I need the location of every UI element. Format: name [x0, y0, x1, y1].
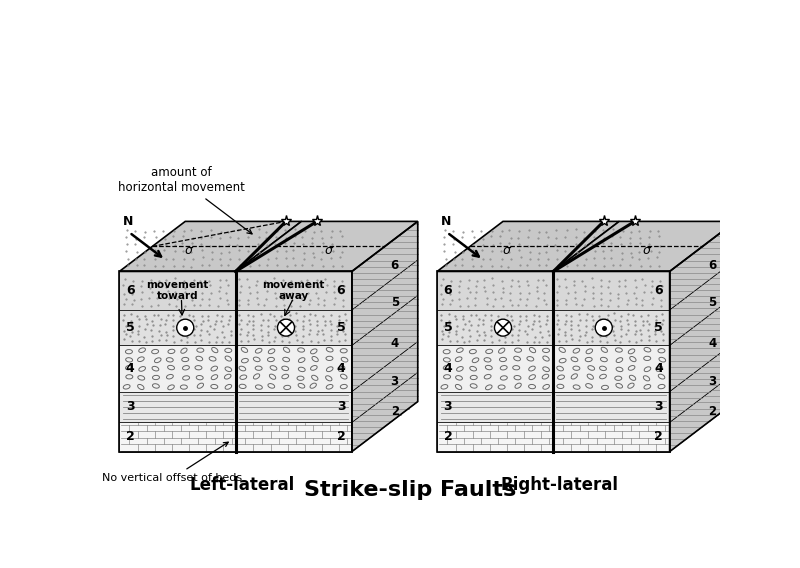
Polygon shape — [236, 272, 352, 310]
Polygon shape — [119, 345, 236, 391]
Polygon shape — [437, 310, 554, 345]
Polygon shape — [352, 341, 418, 423]
Polygon shape — [236, 423, 352, 452]
Text: 3: 3 — [708, 375, 717, 389]
Polygon shape — [554, 345, 670, 391]
Text: 5: 5 — [708, 296, 717, 309]
Polygon shape — [119, 222, 302, 272]
Polygon shape — [236, 222, 418, 272]
Text: 6: 6 — [390, 259, 399, 272]
Text: movement
away: movement away — [262, 280, 325, 302]
Text: σ: σ — [185, 244, 193, 257]
Text: 6: 6 — [444, 284, 452, 297]
Text: 5: 5 — [337, 321, 346, 334]
Circle shape — [177, 319, 194, 336]
Polygon shape — [352, 260, 418, 345]
Text: 5: 5 — [390, 296, 399, 309]
Polygon shape — [352, 295, 418, 391]
Text: 5: 5 — [443, 321, 452, 334]
Text: 2: 2 — [708, 406, 717, 419]
Text: Strike-slip Faults: Strike-slip Faults — [304, 480, 516, 500]
Text: 3: 3 — [126, 400, 134, 414]
Polygon shape — [437, 345, 554, 391]
Text: 4: 4 — [443, 362, 452, 375]
Text: 2: 2 — [443, 431, 452, 444]
Polygon shape — [352, 372, 418, 452]
Text: 6: 6 — [708, 259, 717, 272]
Polygon shape — [554, 222, 735, 272]
Text: Right-lateral: Right-lateral — [501, 476, 619, 494]
Polygon shape — [119, 423, 236, 452]
Text: N: N — [123, 215, 134, 228]
Text: σ: σ — [642, 244, 650, 257]
Text: amount of
horizontal movement: amount of horizontal movement — [118, 166, 252, 234]
Text: 4: 4 — [654, 362, 663, 375]
Text: 5: 5 — [126, 321, 134, 334]
Text: 4: 4 — [126, 362, 134, 375]
Polygon shape — [554, 272, 670, 310]
Polygon shape — [119, 391, 236, 423]
Polygon shape — [119, 272, 236, 310]
Text: 3: 3 — [337, 400, 346, 414]
Text: 6: 6 — [337, 284, 346, 297]
Circle shape — [595, 319, 612, 336]
Circle shape — [494, 319, 511, 336]
Text: 3: 3 — [654, 400, 663, 414]
Text: 4: 4 — [337, 362, 346, 375]
Polygon shape — [236, 345, 352, 391]
Text: movement
toward: movement toward — [146, 280, 209, 302]
Polygon shape — [670, 260, 735, 345]
Text: 6: 6 — [126, 284, 134, 297]
Text: 3: 3 — [390, 375, 398, 389]
Polygon shape — [670, 372, 735, 452]
Polygon shape — [554, 391, 670, 423]
Polygon shape — [554, 423, 670, 452]
Text: 2: 2 — [390, 406, 398, 419]
Text: 2: 2 — [654, 431, 663, 444]
Text: 2: 2 — [126, 431, 134, 444]
Polygon shape — [437, 423, 554, 452]
Text: σ: σ — [325, 244, 332, 257]
Text: No vertical offset of beds: No vertical offset of beds — [102, 442, 242, 483]
Polygon shape — [437, 272, 554, 310]
Text: 3: 3 — [444, 400, 452, 414]
Text: 4: 4 — [708, 337, 717, 350]
Circle shape — [278, 319, 294, 336]
Text: 6: 6 — [654, 284, 663, 297]
Text: 5: 5 — [654, 321, 663, 334]
Polygon shape — [352, 222, 418, 310]
Text: Left-lateral: Left-lateral — [190, 476, 295, 494]
Text: σ: σ — [502, 244, 510, 257]
Polygon shape — [670, 222, 735, 310]
Polygon shape — [119, 310, 236, 345]
Polygon shape — [437, 222, 619, 272]
Polygon shape — [554, 310, 670, 345]
Polygon shape — [670, 341, 735, 423]
Text: N: N — [441, 215, 451, 228]
Text: 4: 4 — [390, 337, 399, 350]
Polygon shape — [236, 391, 352, 423]
Polygon shape — [437, 391, 554, 423]
Polygon shape — [670, 295, 735, 391]
Polygon shape — [236, 310, 352, 345]
Text: 2: 2 — [337, 431, 346, 444]
